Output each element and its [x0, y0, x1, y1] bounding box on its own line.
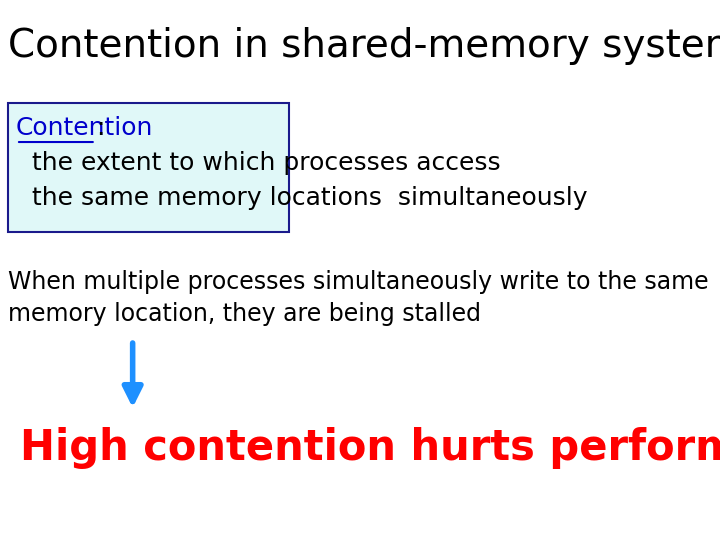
Text: Contention in shared-memory systems: Contention in shared-memory systems: [8, 27, 720, 65]
Text: the same memory locations  simultaneously: the same memory locations simultaneously: [16, 186, 588, 210]
FancyBboxPatch shape: [8, 103, 289, 232]
Text: When multiple processes simultaneously write to the same
memory location, they a: When multiple processes simultaneously w…: [8, 270, 708, 326]
Text: Contention: Contention: [16, 116, 153, 140]
Text: the extent to which processes access: the extent to which processes access: [16, 151, 500, 175]
Text: :: :: [96, 116, 104, 140]
Text: High contention hurts performance!: High contention hurts performance!: [20, 427, 720, 469]
